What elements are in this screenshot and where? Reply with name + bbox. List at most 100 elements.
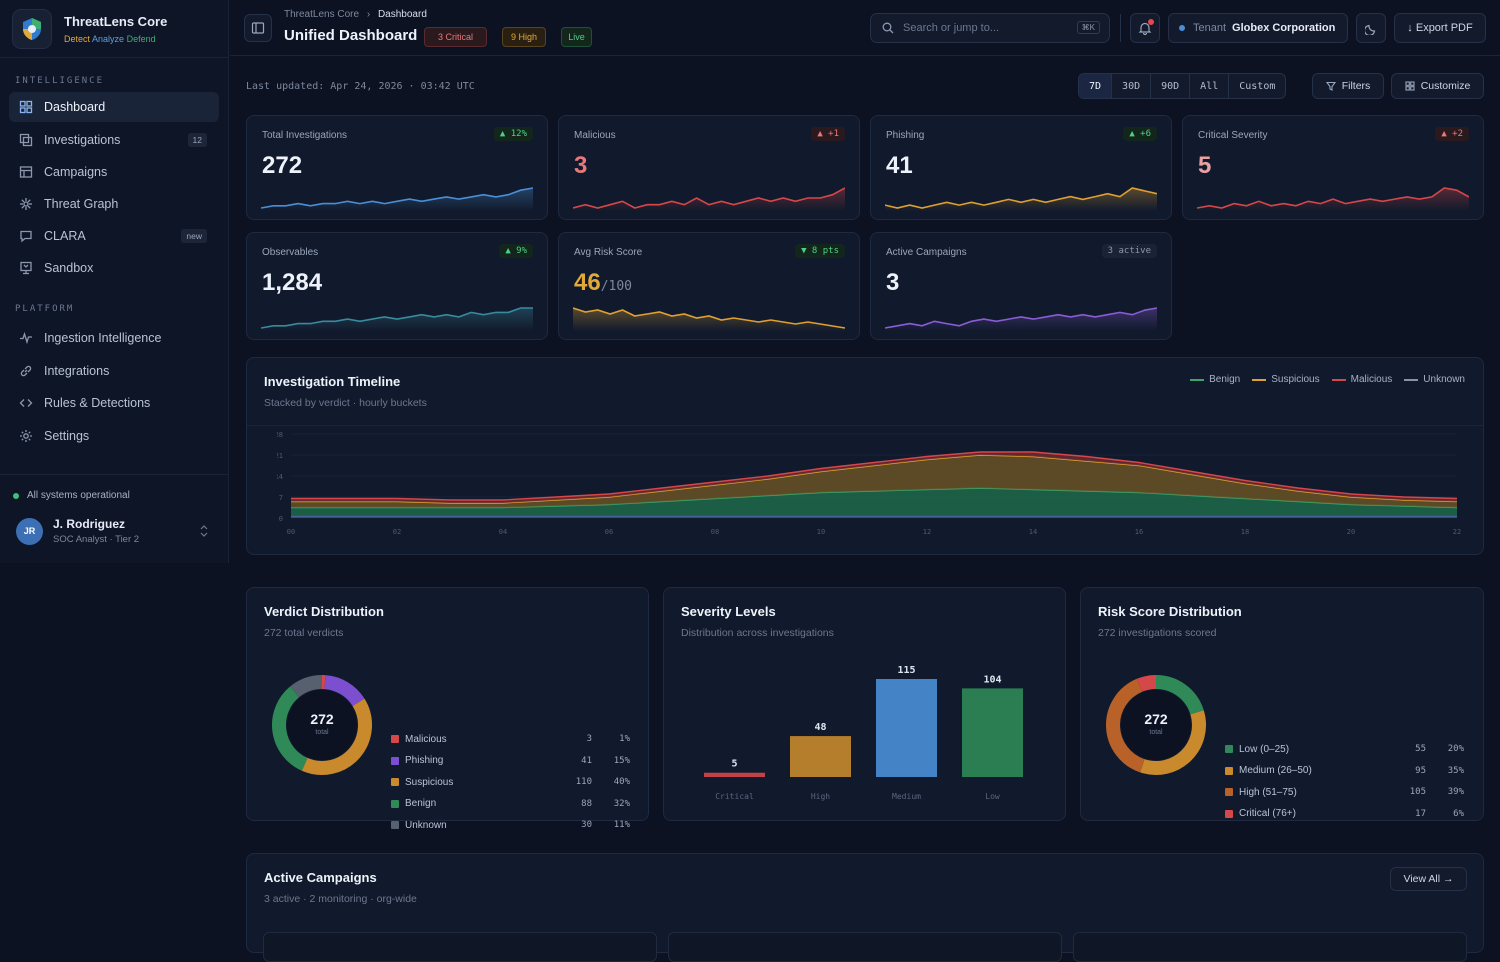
view-all-button[interactable]: View All →: [1390, 867, 1467, 891]
gear-icon: [19, 429, 33, 443]
app-logo[interactable]: [12, 9, 52, 49]
sparkline-area: [573, 308, 845, 331]
sidebar-toggle-button[interactable]: [244, 14, 272, 42]
sidebar: ThreatLens Core Detect Analyze Defend IN…: [0, 0, 229, 563]
shortcut-hint: ⌘K: [1077, 21, 1100, 34]
campaign-card[interactable]: [263, 932, 657, 962]
kpi-label: Avg Risk Score: [574, 247, 642, 258]
sidebar-item-ingestion[interactable]: Ingestion Intelligence: [9, 323, 219, 353]
kpi-observables[interactable]: Observables 1,284 ▲ 9%: [246, 232, 548, 340]
legend-item-suspicious[interactable]: Suspicious: [1252, 374, 1319, 385]
legend-item-benign[interactable]: Benign: [1190, 374, 1240, 385]
legend-count: 110: [576, 777, 592, 787]
notification-dot-icon: [1148, 19, 1154, 25]
sidebar-item-threat-graph[interactable]: Threat Graph: [9, 189, 219, 219]
sparkline-area: [261, 188, 533, 211]
legend-label: Unknown: [405, 820, 447, 831]
kpi-malicious[interactable]: Malicious 3 ▲ +1: [558, 115, 860, 220]
bar-category-label: High: [811, 792, 830, 801]
live-badge: Live: [561, 27, 592, 47]
customize-button[interactable]: Customize: [1391, 73, 1484, 99]
x-tick-label: 22: [1453, 528, 1461, 536]
sidebar-item-label: Settings: [44, 429, 89, 443]
card-title: Risk Score Distribution: [1098, 604, 1242, 619]
sidebar-item-investigations[interactable]: Investigations 12: [9, 125, 219, 155]
sidebar-item-dashboard[interactable]: Dashboard: [9, 92, 219, 122]
donut-total: 272: [269, 711, 375, 727]
main-content: Last updated: Apr 24, 2026 · 03:42 UTC 7…: [230, 56, 1500, 938]
kpi-value: 3: [574, 152, 587, 180]
investigation-timeline-card: Investigation Timeline Stacked by verdic…: [246, 357, 1484, 555]
kpi-critical-severity[interactable]: Critical Severity 5 ▲ +2: [1182, 115, 1484, 220]
card-subtitle: 272 investigations scored: [1098, 627, 1217, 639]
kpi-active-campaigns[interactable]: Active Campaigns 3 3 active: [870, 232, 1172, 340]
notifications-button[interactable]: [1130, 13, 1160, 43]
legend-swatch: [391, 778, 399, 786]
range-30d[interactable]: 30D: [1111, 74, 1150, 98]
range-custom[interactable]: Custom: [1228, 74, 1285, 98]
user-role: SOC Analyst · Tier 2: [53, 534, 139, 545]
sparkline: [261, 183, 533, 211]
tenant-selector[interactable]: Tenant Globex Corporation: [1168, 13, 1348, 43]
legend-count: 95: [1415, 766, 1426, 776]
sparkline: [573, 183, 845, 211]
range-all[interactable]: All: [1189, 74, 1228, 98]
user-profile[interactable]: JR J. Rodriguez SOC Analyst · Tier 2: [16, 517, 212, 545]
campaign-card[interactable]: [1073, 932, 1467, 962]
sidebar-item-campaigns[interactable]: Campaigns: [9, 157, 219, 187]
grid-icon: [1405, 81, 1415, 91]
panel-icon: [251, 21, 265, 35]
legend-item-unknown[interactable]: Unknown: [1404, 374, 1465, 385]
section-title-platform: PLATFORM: [0, 304, 228, 314]
kpi-avg-risk-score[interactable]: Avg Risk Score 46/100 ▼ 8 pts: [558, 232, 860, 340]
high-badge[interactable]: 9 High: [502, 27, 546, 47]
legend-swatch: [391, 757, 399, 765]
active-campaigns-card: Active Campaigns 3 active · 2 monitoring…: [246, 853, 1484, 953]
status-dot-icon: [13, 493, 19, 499]
kpi-label: Observables: [262, 247, 318, 258]
time-range-selector: 7D 30D 90D All Custom: [1078, 73, 1286, 99]
card-subtitle: Distribution across investigations: [681, 627, 834, 639]
legend-label: Critical (76+): [1239, 808, 1296, 819]
range-7d[interactable]: 7D: [1079, 74, 1111, 98]
sidebar-item-integrations[interactable]: Integrations: [9, 356, 219, 386]
sidebar-item-sandbox[interactable]: Sandbox: [9, 253, 219, 283]
kpi-total-investigations[interactable]: Total Investigations 272 ▲ 12%: [246, 115, 548, 220]
search-input[interactable]: Search or jump to... ⌘K: [870, 13, 1110, 43]
breadcrumb-root[interactable]: ThreatLens Core: [284, 9, 359, 20]
legend-item-malicious[interactable]: Malicious: [1332, 374, 1393, 385]
filters-button[interactable]: Filters: [1312, 73, 1384, 99]
moon-icon: [1365, 22, 1378, 35]
kpi-delta: ▲ 12%: [494, 127, 533, 141]
kpi-phishing[interactable]: Phishing 41 ▲ +6: [870, 115, 1172, 220]
legend-percent: 1%: [619, 734, 630, 744]
sidebar-item-clara[interactable]: CLARA new: [9, 221, 219, 251]
sidebar-item-settings[interactable]: Settings: [9, 421, 219, 451]
legend-swatch: [391, 735, 399, 743]
sparkline-area: [885, 308, 1157, 331]
theme-toggle-button[interactable]: [1356, 13, 1386, 43]
range-90d[interactable]: 90D: [1150, 74, 1189, 98]
legend-swatch: [391, 800, 399, 808]
critical-badge[interactable]: 3 Critical: [424, 27, 487, 47]
sidebar-item-label: Campaigns: [44, 165, 107, 179]
y-tick-label: 0: [279, 515, 283, 523]
legend-count: 17: [1415, 809, 1426, 819]
campaign-card[interactable]: [668, 932, 1062, 962]
card-title: Active Campaigns: [264, 870, 377, 885]
user-name: J. Rodriguez: [53, 517, 139, 531]
export-pdf-button[interactable]: ↓ Export PDF: [1394, 13, 1486, 43]
sidebar-item-rules[interactable]: Rules & Detections: [9, 388, 219, 418]
x-tick-label: 02: [393, 528, 401, 536]
x-tick-label: 08: [711, 528, 719, 536]
